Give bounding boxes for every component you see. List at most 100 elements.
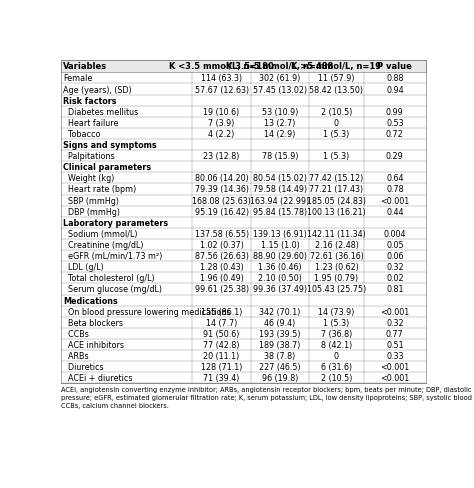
Text: 189 (38.7): 189 (38.7): [259, 340, 301, 349]
Text: Clinical parameters: Clinical parameters: [64, 163, 151, 172]
Text: LDL (g/L): LDL (g/L): [64, 263, 104, 272]
Bar: [61, 118, 426, 129]
Text: Weight (kg): Weight (kg): [64, 174, 115, 183]
Text: 1 (5.3): 1 (5.3): [323, 318, 350, 327]
Text: Age (years), (SD): Age (years), (SD): [64, 85, 132, 94]
Text: Heart failure: Heart failure: [64, 119, 119, 127]
Text: 0.02: 0.02: [386, 274, 404, 283]
Text: 20 (11.1): 20 (11.1): [203, 351, 240, 360]
Text: 71 (39.4): 71 (39.4): [203, 373, 240, 383]
Text: 0.72: 0.72: [386, 130, 404, 139]
Text: 0.81: 0.81: [386, 285, 403, 294]
Text: 0.004: 0.004: [383, 229, 406, 239]
Text: 0: 0: [334, 119, 339, 127]
Text: Tobacco: Tobacco: [64, 130, 101, 139]
Text: 77.42 (15.12): 77.42 (15.12): [310, 174, 364, 183]
Text: Serum glucose (mg/dL): Serum glucose (mg/dL): [64, 285, 162, 294]
Text: 79.39 (14.36): 79.39 (14.36): [195, 185, 248, 194]
Text: 96 (19.8): 96 (19.8): [262, 373, 298, 383]
Text: <0.001: <0.001: [380, 373, 410, 383]
Text: 1.23 (0.62): 1.23 (0.62): [315, 263, 358, 272]
Text: 0.99: 0.99: [386, 107, 404, 117]
Text: 38 (7.8): 38 (7.8): [264, 351, 296, 360]
Text: 91 (50.6): 91 (50.6): [203, 329, 240, 338]
Text: 2 (10.5): 2 (10.5): [321, 373, 352, 383]
Text: 1 (5.3): 1 (5.3): [323, 152, 350, 161]
Text: 14 (2.9): 14 (2.9): [264, 130, 296, 139]
Bar: [61, 284, 426, 295]
Text: 137.58 (6.55): 137.58 (6.55): [194, 229, 249, 239]
Text: <0.001: <0.001: [380, 363, 410, 371]
Bar: [61, 306, 426, 317]
Text: 0.78: 0.78: [386, 185, 404, 194]
Bar: [61, 61, 426, 73]
Text: On blood pressure lowering medications: On blood pressure lowering medications: [64, 307, 231, 316]
Text: 0.94: 0.94: [386, 85, 404, 94]
Bar: [61, 240, 426, 250]
Text: 14 (73.9): 14 (73.9): [319, 307, 355, 316]
Bar: [61, 95, 426, 106]
Text: 2.16 (2.48): 2.16 (2.48): [315, 241, 358, 249]
Text: 1.36 (0.46): 1.36 (0.46): [258, 263, 302, 272]
Text: Palpitations: Palpitations: [64, 152, 115, 161]
Bar: [61, 106, 426, 118]
Text: Laboratory parameters: Laboratory parameters: [64, 218, 168, 227]
Text: 105.43 (25.75): 105.43 (25.75): [307, 285, 366, 294]
Bar: [61, 350, 426, 362]
Text: 19 (10.6): 19 (10.6): [203, 107, 240, 117]
Text: 100.13 (16.21): 100.13 (16.21): [307, 207, 366, 216]
Text: 99.61 (25.38): 99.61 (25.38): [194, 285, 249, 294]
Text: 0.51: 0.51: [386, 340, 404, 349]
Bar: [61, 328, 426, 339]
Text: 302 (61.9): 302 (61.9): [259, 74, 301, 83]
Text: K <3.5 mmol/L, n=180: K <3.5 mmol/L, n=180: [169, 62, 274, 71]
Text: 0: 0: [334, 351, 339, 360]
Text: <0.001: <0.001: [380, 307, 410, 316]
Bar: [61, 217, 426, 228]
Text: 0.29: 0.29: [386, 152, 404, 161]
Text: 99.36 (37.49): 99.36 (37.49): [253, 285, 307, 294]
Bar: [61, 317, 426, 328]
Text: 185.05 (24.83): 185.05 (24.83): [307, 196, 366, 205]
Text: ARBs: ARBs: [64, 351, 89, 360]
Text: 0.88: 0.88: [386, 74, 403, 83]
Text: 79.58 (14.49): 79.58 (14.49): [253, 185, 307, 194]
Text: 1.28 (0.43): 1.28 (0.43): [200, 263, 244, 272]
Text: 128 (71.1): 128 (71.1): [201, 363, 242, 371]
Text: Variables: Variables: [64, 62, 108, 71]
Text: 6 (31.6): 6 (31.6): [321, 363, 352, 371]
Text: 155 (86.1): 155 (86.1): [201, 307, 242, 316]
Text: 46 (9.4): 46 (9.4): [264, 318, 296, 327]
Text: 77 (42.8): 77 (42.8): [203, 340, 240, 349]
Text: 13 (2.7): 13 (2.7): [264, 119, 296, 127]
Text: 0.32: 0.32: [386, 318, 404, 327]
Text: 0.44: 0.44: [386, 207, 403, 216]
Bar: [61, 250, 426, 262]
Text: 7 (3.9): 7 (3.9): [209, 119, 235, 127]
Text: Sodium (mmol/L): Sodium (mmol/L): [64, 229, 138, 239]
Text: 139.13 (6.91): 139.13 (6.91): [253, 229, 307, 239]
Bar: [61, 173, 426, 184]
Text: ACEi + diuretics: ACEi + diuretics: [64, 373, 133, 383]
Text: 163.94 (22.99): 163.94 (22.99): [250, 196, 310, 205]
Text: Total cholesterol (g/L): Total cholesterol (g/L): [64, 274, 155, 283]
Text: 14 (7.7): 14 (7.7): [206, 318, 237, 327]
Text: CCBs: CCBs: [64, 329, 89, 338]
Text: 227 (46.5): 227 (46.5): [259, 363, 301, 371]
Text: 193 (39.5): 193 (39.5): [259, 329, 301, 338]
Text: Diuretics: Diuretics: [64, 363, 104, 371]
Text: 87.56 (26.63): 87.56 (26.63): [195, 252, 248, 261]
Text: 0.64: 0.64: [386, 174, 403, 183]
Text: Beta blockers: Beta blockers: [64, 318, 123, 327]
Text: 72.61 (36.16): 72.61 (36.16): [310, 252, 364, 261]
Bar: [61, 84, 426, 95]
Text: <0.001: <0.001: [380, 196, 410, 205]
Text: 0.33: 0.33: [386, 351, 403, 360]
Bar: [61, 339, 426, 350]
Text: 142.11 (11.34): 142.11 (11.34): [307, 229, 366, 239]
Bar: [61, 273, 426, 284]
Text: 0.53: 0.53: [386, 119, 404, 127]
Text: ACEi, angiotensin converting enzyme inhibitor; ARBs, angiotensin receptor blocke: ACEi, angiotensin converting enzyme inhi…: [61, 386, 474, 408]
Text: 4 (2.2): 4 (2.2): [209, 130, 235, 139]
Text: Diabetes mellitus: Diabetes mellitus: [64, 107, 138, 117]
